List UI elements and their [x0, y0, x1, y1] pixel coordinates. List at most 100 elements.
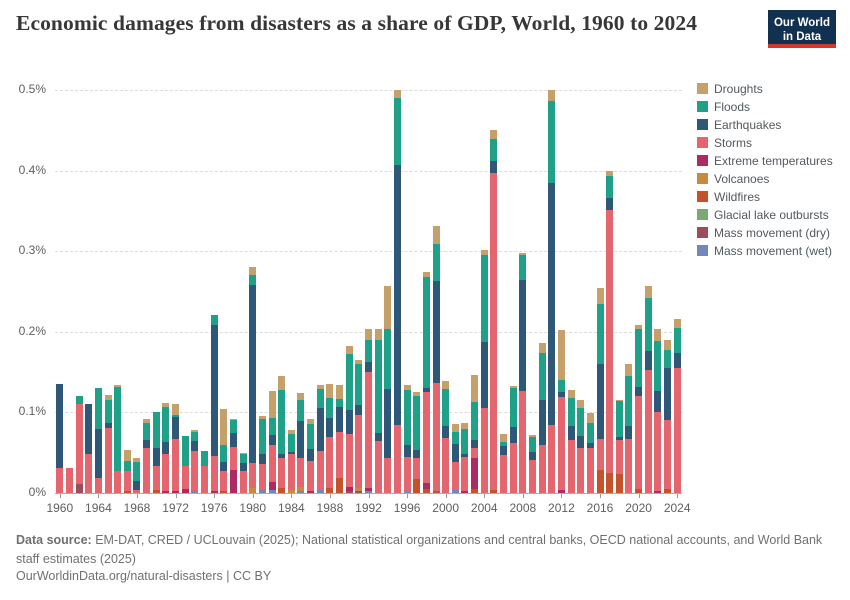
- segment-floods: [615, 401, 623, 437]
- bar-1995[interactable]: [393, 90, 401, 493]
- bar-1974[interactable]: [191, 430, 199, 493]
- bar-1983[interactable]: [278, 376, 286, 493]
- bar-1963[interactable]: [85, 403, 93, 493]
- bar-1980[interactable]: [249, 266, 257, 493]
- bar-1973[interactable]: [181, 435, 189, 493]
- bar-1997[interactable]: [413, 392, 421, 493]
- x-axis-label-1992: 1992: [355, 501, 382, 515]
- bar-2008[interactable]: [519, 252, 527, 493]
- bar-2017[interactable]: [606, 170, 614, 493]
- segment-storms: [480, 408, 488, 493]
- bar-1971[interactable]: [162, 402, 170, 493]
- bar-1967[interactable]: [123, 450, 131, 493]
- bar-1984[interactable]: [287, 430, 295, 493]
- bar-2002[interactable]: [461, 422, 469, 493]
- legend-item-extreme-temperatures[interactable]: Extreme temperatures: [697, 154, 833, 168]
- bar-1996[interactable]: [403, 385, 411, 493]
- bar-1970[interactable]: [152, 411, 160, 493]
- bar-1972[interactable]: [172, 404, 180, 493]
- legend-item-storms[interactable]: Storms: [697, 136, 833, 150]
- bar-2009[interactable]: [528, 434, 536, 493]
- segment-floods: [422, 277, 430, 389]
- bar-2012[interactable]: [557, 330, 565, 493]
- owid-logo[interactable]: Our World in Data: [768, 10, 836, 48]
- x-axis-label-1984: 1984: [277, 501, 305, 515]
- bar-2005[interactable]: [490, 129, 498, 493]
- legend-item-mass-movement-wet[interactable]: Mass movement (wet): [697, 244, 833, 258]
- segment-storms: [249, 463, 257, 489]
- bar-1992[interactable]: [365, 329, 372, 493]
- bar-2020[interactable]: [635, 324, 643, 493]
- bar-1985[interactable]: [297, 393, 305, 493]
- bar-1982[interactable]: [268, 390, 276, 493]
- bar-2000[interactable]: [442, 380, 450, 493]
- bar-1962[interactable]: [75, 396, 83, 493]
- bar-2004[interactable]: [480, 249, 488, 493]
- segment-droughts: [673, 318, 681, 328]
- bar-1976[interactable]: [210, 314, 218, 493]
- segment-mass-movement-dry: [355, 490, 363, 493]
- bar-2016[interactable]: [596, 287, 604, 493]
- segment-earthquakes: [596, 364, 604, 439]
- segment-droughts: [104, 394, 112, 400]
- bar-2013[interactable]: [567, 389, 575, 493]
- legend-item-volcanoes[interactable]: Volcanoes: [697, 172, 833, 186]
- bar-1993[interactable]: [374, 329, 382, 493]
- bar-2007[interactable]: [509, 385, 517, 493]
- segment-earthquakes: [258, 454, 266, 464]
- legend-item-droughts[interactable]: Droughts: [697, 82, 833, 96]
- segment-wildfires: [635, 488, 643, 493]
- x-tick-2016: [600, 494, 601, 498]
- bar-1966[interactable]: [114, 385, 122, 493]
- bar-1999[interactable]: [432, 226, 440, 493]
- bar-1968[interactable]: [133, 457, 141, 493]
- bar-1981[interactable]: [258, 416, 266, 493]
- bar-2019[interactable]: [625, 364, 633, 493]
- segment-extreme-temperatures: [422, 482, 430, 489]
- x-axis-label-2008: 2008: [509, 501, 537, 515]
- bar-1975[interactable]: [201, 451, 209, 493]
- bar-1989[interactable]: [336, 385, 344, 493]
- bar-2010[interactable]: [538, 343, 546, 493]
- segment-floods: [586, 422, 594, 444]
- bar-1979[interactable]: [239, 452, 247, 493]
- bar-1969[interactable]: [143, 418, 151, 493]
- bar-2022[interactable]: [654, 329, 662, 493]
- bar-2024[interactable]: [673, 318, 681, 493]
- bar-1965[interactable]: [104, 394, 112, 493]
- x-tick-1968: [136, 494, 138, 498]
- bar-1991[interactable]: [355, 360, 363, 493]
- segment-earthquakes: [548, 182, 556, 425]
- bar-1978[interactable]: [229, 418, 237, 493]
- bar-1987[interactable]: [316, 385, 324, 493]
- bar-2014[interactable]: [577, 399, 585, 493]
- bar-1961[interactable]: [65, 468, 73, 493]
- bar-2018[interactable]: [615, 399, 623, 493]
- bar-2011[interactable]: [548, 90, 556, 493]
- bar-2021[interactable]: [644, 285, 652, 493]
- bar-2006[interactable]: [500, 434, 508, 493]
- bar-2015[interactable]: [586, 413, 594, 493]
- legend-item-earthquakes[interactable]: Earthquakes: [697, 118, 833, 132]
- legend-item-wildfires[interactable]: Wildfires: [697, 190, 833, 204]
- bar-1988[interactable]: [326, 384, 334, 493]
- footer-link[interactable]: OurWorldinData.org/natural-disasters | C…: [16, 569, 272, 583]
- bar-1977[interactable]: [220, 409, 228, 493]
- bar-1994[interactable]: [384, 285, 392, 493]
- bar-1990[interactable]: [345, 345, 353, 493]
- segment-floods: [480, 255, 488, 343]
- bar-2023[interactable]: [664, 339, 672, 493]
- segment-droughts: [538, 343, 546, 353]
- segment-storms: [65, 468, 73, 493]
- bar-1960[interactable]: [56, 384, 64, 493]
- legend-item-floods[interactable]: Floods: [697, 100, 833, 114]
- bar-2003[interactable]: [471, 374, 479, 493]
- bar-1986[interactable]: [307, 418, 315, 493]
- legend-item-mass-movement-dry[interactable]: Mass movement (dry): [697, 226, 833, 240]
- legend-item-glacial-lake-outbursts[interactable]: Glacial lake outbursts: [697, 208, 833, 222]
- segment-storms: [201, 466, 209, 493]
- bar-2001[interactable]: [451, 423, 459, 493]
- bar-1964[interactable]: [94, 388, 102, 493]
- bar-1998[interactable]: [422, 272, 430, 493]
- segment-storms: [509, 443, 517, 493]
